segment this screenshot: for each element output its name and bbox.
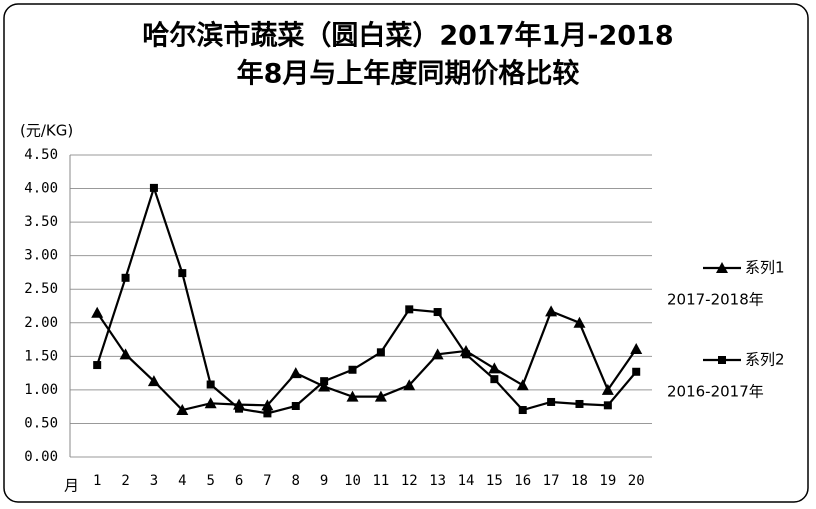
y-tick-label: 3.50 (24, 214, 58, 230)
marker (545, 305, 558, 317)
chart-title: 哈尔滨市蔬菜（圆白菜）2017年1月-2018 (142, 20, 673, 52)
marker (178, 269, 187, 278)
y-tick-label: 1.50 (24, 348, 58, 364)
x-tick-label: 7 (263, 473, 271, 489)
x-tick-label: 20 (628, 473, 645, 489)
marker (547, 397, 556, 406)
x-tick-label: 15 (486, 473, 503, 489)
marker (433, 308, 442, 317)
x-tick-label: 8 (292, 473, 300, 489)
marker (204, 397, 217, 409)
marker (374, 390, 387, 402)
y-tick-label: 1.00 (24, 382, 58, 398)
marker (176, 404, 189, 416)
marker (346, 390, 359, 402)
marker (431, 348, 444, 360)
marker (235, 404, 244, 413)
y-tick-label: 0.00 (24, 449, 58, 465)
y-tick-label: 4.00 (24, 181, 58, 197)
y-tick-label: 3.00 (24, 248, 58, 264)
x-tick-label: 9 (320, 473, 328, 489)
x-tick-label: 10 (344, 473, 361, 489)
marker (488, 362, 501, 374)
x-tick-label: 6 (235, 473, 243, 489)
marker (603, 401, 612, 410)
x-axis-label: 月 (64, 477, 79, 495)
x-tick-label: 12 (401, 473, 418, 489)
x-tick-label: 2 (121, 473, 129, 489)
y-tick-label: 4.50 (24, 147, 58, 163)
marker (91, 306, 104, 318)
marker (403, 379, 416, 391)
marker (119, 348, 132, 360)
x-tick-label: 11 (372, 473, 389, 489)
marker (516, 379, 529, 391)
x-tick-label: 1 (93, 473, 101, 489)
annotation: 2016-2017年 (667, 383, 764, 401)
chart-title: 年8月与上年度同期价格比较 (237, 58, 580, 90)
annotation: 2017-2018年 (667, 291, 764, 309)
marker (461, 350, 470, 359)
marker (405, 305, 414, 314)
x-tick-label: 4 (178, 473, 186, 489)
y-tick-label: 2.00 (24, 315, 58, 331)
marker (632, 367, 641, 376)
marker (289, 367, 302, 379)
x-tick-label: 18 (571, 473, 588, 489)
x-tick-label: 14 (458, 473, 475, 489)
marker (573, 316, 586, 328)
legend-label: 系列1 (745, 259, 785, 277)
marker (206, 380, 215, 389)
x-tick-label: 16 (514, 473, 531, 489)
x-tick-label: 13 (429, 473, 446, 489)
marker (263, 409, 272, 418)
series-line (96, 184, 638, 415)
marker (376, 348, 385, 357)
marker (291, 401, 300, 410)
y-tick-label: 2.50 (24, 281, 58, 297)
marker (121, 273, 130, 282)
marker (718, 356, 726, 364)
x-tick-label: 5 (206, 473, 214, 489)
marker (630, 342, 643, 354)
marker (490, 375, 499, 384)
series-line (96, 309, 638, 412)
legend-label: 系列2 (745, 351, 785, 369)
y-tick-label: 0.50 (24, 415, 58, 431)
marker (348, 365, 357, 374)
x-tick-label: 3 (150, 473, 158, 489)
marker (149, 183, 158, 192)
marker (93, 361, 102, 370)
marker (261, 399, 274, 411)
y-axis-label: (元/KG) (20, 122, 73, 140)
marker (320, 377, 329, 386)
marker (575, 399, 584, 408)
marker (147, 375, 160, 387)
marker (318, 380, 331, 392)
x-tick-label: 19 (599, 473, 616, 489)
chart-frame (3, 3, 809, 503)
marker (518, 406, 527, 415)
marker (601, 383, 614, 395)
marker (716, 262, 728, 273)
x-tick-label: 17 (543, 473, 560, 489)
